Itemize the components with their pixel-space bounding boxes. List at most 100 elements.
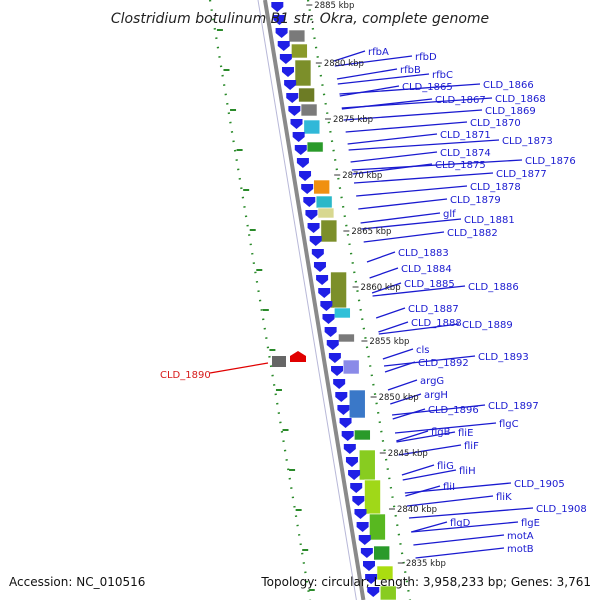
- gene-leader: [396, 430, 429, 442]
- outer-dotted-guide: [208, 0, 312, 600]
- gene-label: CLD_1877: [496, 169, 547, 180]
- cds-arrow: [333, 379, 346, 389]
- gene-label: flgD: [450, 518, 471, 529]
- gene-leader: [343, 109, 483, 121]
- gene-label: motB: [507, 544, 534, 555]
- gene-label: CLD_1889: [462, 320, 513, 331]
- kbp-label: 2840 kbp: [397, 505, 437, 515]
- gene-leader: [390, 393, 422, 405]
- gene-leader: [352, 163, 433, 175]
- label-leaders: [209, 50, 534, 559]
- cds-arrow: [348, 470, 361, 480]
- gene-label: argG: [420, 376, 444, 387]
- gene-label: CLD_1871: [440, 130, 491, 141]
- feature-block: [291, 43, 308, 59]
- gene-label: CLD_1879: [450, 195, 501, 206]
- feature-block: [294, 59, 312, 87]
- cds-arrow: [294, 145, 307, 155]
- gene-leader: [371, 282, 402, 294]
- cds-arrow: [292, 132, 305, 142]
- cds-arrow: [363, 561, 376, 571]
- gene-leader: [378, 321, 409, 333]
- cds-arrow: [331, 366, 344, 376]
- gene-leader: [396, 431, 456, 443]
- gene-label: CLD_1878: [470, 182, 521, 193]
- cds-arrow: [286, 93, 299, 103]
- kbp-label: 2880 kbp: [324, 59, 364, 69]
- gene-leader: [375, 307, 406, 319]
- kbp-label: 2870 kbp: [342, 171, 382, 181]
- gene-label: CLD_1888: [411, 318, 462, 329]
- cds-arrow: [343, 444, 356, 454]
- gene-label: flgE: [521, 518, 540, 529]
- gene-leader: [366, 251, 396, 263]
- gene-label: cls: [416, 345, 430, 356]
- gene-leader: [415, 547, 505, 559]
- gene-label: CLD_1896: [428, 405, 479, 416]
- gene-label: CLD_1884: [401, 264, 452, 275]
- cds-arrow: [275, 28, 288, 38]
- gene-label: CLD_1908: [536, 504, 587, 515]
- gene-leader: [337, 73, 430, 85]
- highlight-feature: [290, 351, 306, 362]
- gene-leader: [392, 408, 426, 420]
- gene-leader: [411, 521, 448, 533]
- kbp-label: 2860 kbp: [361, 283, 401, 293]
- gene-leader: [356, 185, 468, 197]
- gene-label: argH: [424, 390, 448, 401]
- feature-block: [342, 359, 360, 375]
- gene-leader: [333, 50, 366, 62]
- cds-arrow: [299, 171, 312, 181]
- gene-leader: [351, 159, 523, 171]
- cds-arrow: [279, 54, 292, 64]
- feature-blocks: [288, 29, 397, 600]
- highlight-leader: [209, 362, 269, 374]
- gene-leader: [382, 348, 414, 360]
- cds-arrow: [341, 431, 354, 441]
- gene-leader: [339, 83, 481, 95]
- gene-label: fliG: [437, 461, 454, 472]
- gene-label: CLD_1897: [488, 401, 539, 412]
- feature-block: [317, 207, 335, 219]
- feature-block: [364, 479, 381, 515]
- feature-block: [338, 333, 355, 343]
- kbp-label: 2855 kbp: [369, 337, 409, 347]
- genome-summary: Topology: circular; Length: 3,958,233 bp…: [260, 575, 591, 589]
- gene-leader: [401, 464, 435, 476]
- cds-arrow: [307, 223, 320, 233]
- cds-arrow: [335, 392, 348, 402]
- feature-block: [354, 429, 371, 441]
- gene-label: CLD_1885: [404, 279, 455, 290]
- gene-label: CLD_1886: [468, 282, 519, 293]
- dotted-guides: [208, 0, 412, 600]
- cds-arrow: [326, 340, 339, 350]
- gene-leader: [361, 218, 462, 230]
- kbp-label: 2885 kbp: [314, 1, 354, 11]
- feature-block: [330, 271, 347, 309]
- gene-label: CLD_1868: [495, 94, 546, 105]
- kbp-label: 2835 kbp: [406, 559, 446, 569]
- feature-block: [303, 119, 321, 135]
- cds-arrow: [288, 106, 301, 116]
- feature-block: [348, 389, 366, 419]
- kbp-markers: 2885 kbp 2880 kbp 2875 kbp 2870 kbp 2865 kbp…: [306, 1, 446, 569]
- cds-arrow: [296, 158, 309, 168]
- kbp-label: 2850 kbp: [379, 393, 419, 403]
- map-title: Clostridium botulinum B1 str. Okra, comp…: [111, 11, 489, 27]
- gene-label: CLD_1869: [485, 106, 536, 117]
- gene-label: CLD_1866: [483, 80, 534, 91]
- gene-label: glf: [443, 209, 456, 220]
- cds-arrow: [311, 249, 324, 259]
- gene-leader: [360, 212, 441, 224]
- inner-dotted-guide: [306, 0, 412, 600]
- feature-block: [320, 219, 338, 243]
- gene-leader: [392, 404, 486, 416]
- grey-feature: [272, 356, 286, 367]
- gene-label: CLD_1870: [470, 118, 521, 129]
- gene-label: CLD_1876: [525, 156, 576, 167]
- gene-label: CLD_1874: [440, 148, 491, 159]
- gene-leader: [402, 469, 457, 481]
- cds-arrow: [354, 509, 367, 519]
- feature-block: [334, 307, 351, 319]
- feature-block: [376, 565, 394, 581]
